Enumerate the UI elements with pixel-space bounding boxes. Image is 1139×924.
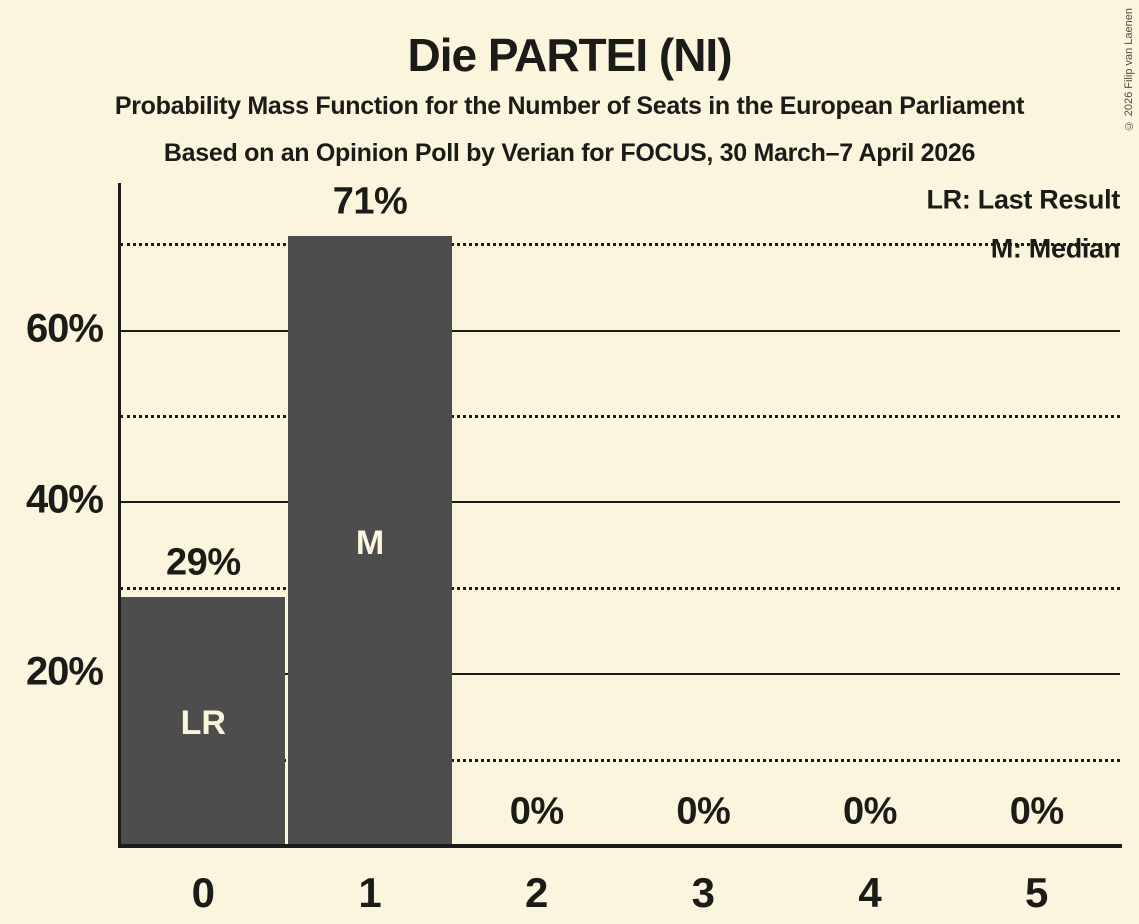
copyright-notice: © 2026 Filip van Laenen bbox=[1123, 8, 1135, 132]
gridline-dotted-50pct bbox=[120, 415, 1120, 418]
x-axis-label-3: 3 bbox=[691, 869, 716, 916]
bar-value-label-2: 0% bbox=[509, 790, 564, 833]
bar-value-label-1: 71% bbox=[332, 180, 408, 223]
bar-seats-0 bbox=[121, 596, 286, 846]
bar-seats-1 bbox=[287, 236, 453, 846]
x-axis-line bbox=[118, 844, 1122, 848]
y-axis-label-20pct: 20% bbox=[25, 649, 104, 694]
gridline-dotted-70pct bbox=[120, 243, 1120, 247]
x-axis-label-0: 0 bbox=[191, 869, 216, 916]
y-axis-label-40pct: 40% bbox=[25, 478, 104, 523]
y-axis-label-60pct: 60% bbox=[25, 306, 104, 351]
bar-value-label-4: 0% bbox=[843, 790, 897, 833]
x-axis-label-2: 2 bbox=[524, 869, 549, 916]
bar-value-label-5: 0% bbox=[1009, 790, 1064, 833]
gridline-dotted-30pct bbox=[120, 586, 1120, 590]
x-axis-label-4: 4 bbox=[858, 869, 882, 916]
chart-subtitle: Probability Mass Function for the Number… bbox=[114, 92, 1025, 120]
bar-annotation-m: M bbox=[355, 523, 385, 562]
gridline-dotted-10pct bbox=[120, 758, 1120, 762]
legend-median: M: Median bbox=[990, 233, 1121, 264]
chart-poll-source: Based on an Opinion Poll by Verian for F… bbox=[163, 139, 976, 167]
bar-annotation-lr: LR bbox=[180, 704, 226, 743]
bar-value-label-3: 0% bbox=[676, 790, 731, 833]
bar-value-label-0: 29% bbox=[166, 541, 241, 584]
chart-title: Die PARTEI (NI) bbox=[407, 29, 732, 81]
legend-last-result: LR: Last Result bbox=[926, 184, 1120, 215]
gridline-solid-20pct bbox=[120, 673, 1120, 676]
gridline-solid-40pct bbox=[120, 501, 1120, 504]
y-axis-line bbox=[118, 183, 121, 846]
x-axis-label-5: 5 bbox=[1024, 869, 1049, 916]
x-axis-label-1: 1 bbox=[358, 869, 382, 916]
gridline-solid-60pct bbox=[120, 329, 1120, 332]
